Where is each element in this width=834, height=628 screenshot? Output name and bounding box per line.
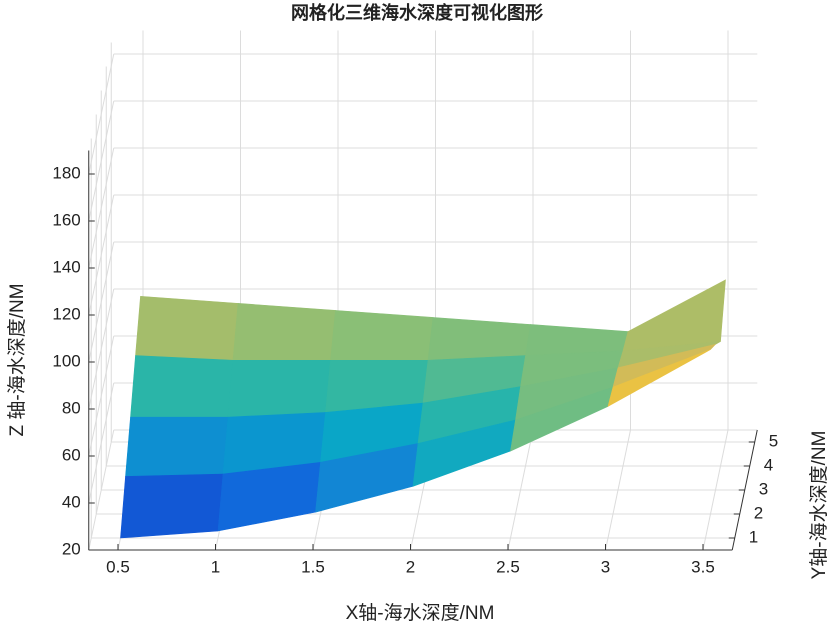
surface-patch [135, 295, 239, 361]
y-axis-label: Y轴-海水深度/NM [808, 431, 830, 580]
x-tick-label: 2 [406, 557, 415, 576]
surface-patch [622, 279, 726, 352]
chart-title: 网格化三维海水深度可视化图形 [291, 2, 543, 23]
y-tick-label: 1 [749, 527, 758, 546]
z-tick-label: 40 [62, 492, 81, 511]
z-tick-label: 180 [52, 163, 80, 182]
surface-patch [525, 324, 629, 356]
surface-patch [125, 416, 229, 477]
z-tick-label: 140 [52, 257, 80, 276]
surface-patch [227, 359, 331, 418]
surface-patch [120, 473, 224, 539]
y-tick-label: 5 [769, 431, 778, 450]
x-axis-label: X轴-海水深度/NM [346, 602, 495, 624]
surface-patch [217, 461, 321, 532]
x-tick-label: 3.5 [691, 557, 715, 576]
z-tick-label: 120 [52, 304, 80, 323]
surface-patch [330, 310, 434, 361]
z-tick-label: 80 [62, 398, 81, 417]
surface-patch [232, 303, 336, 361]
z-axis-label: Z 轴-海水深度/NM [6, 283, 28, 436]
x-tick-label: 3 [601, 557, 610, 576]
surface-patch [427, 317, 531, 361]
x-tick-label: 1 [211, 557, 220, 576]
z-tick-label: 100 [52, 351, 80, 370]
z-tick-label: 60 [62, 445, 81, 464]
x-tick-label: 1.5 [301, 557, 325, 576]
surface-patch [607, 349, 711, 408]
y-tick-label: 4 [764, 455, 773, 474]
x-tick-label: 2.5 [496, 557, 520, 576]
z-tick-label: 20 [62, 539, 81, 558]
y-tick-label: 2 [754, 503, 763, 522]
y-tick-label: 3 [759, 479, 768, 498]
surface-patch [130, 355, 234, 418]
z-tick-label: 160 [52, 210, 80, 229]
x-tick-label: 0.5 [106, 557, 130, 576]
